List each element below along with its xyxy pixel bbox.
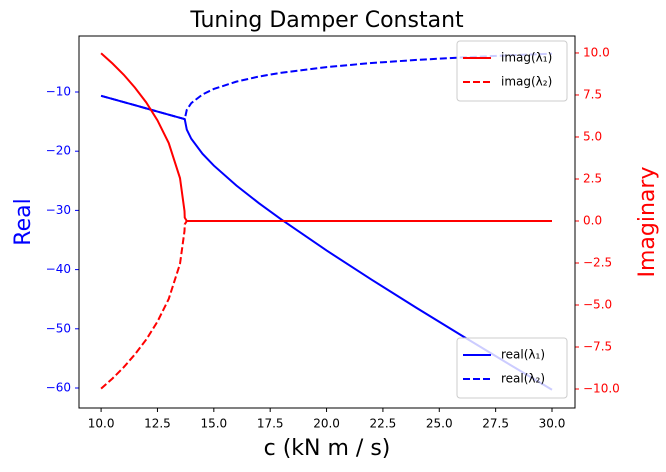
x-tick-label: 17.5 [257,417,284,431]
chart-title: Tuning Damper Constant [189,8,464,33]
y2-tick-label: 0.0 [583,213,602,227]
x-tick-label: 27.5 [482,417,509,431]
legend-box [456,40,568,102]
y-tick-label: −60 [46,380,71,394]
x-tick-label: 10.0 [88,417,115,431]
y2-tick-label: −10.0 [583,382,620,396]
y2-tick-label: 7.5 [583,87,602,101]
y2-tick-label: −5.0 [583,298,612,312]
y-tick-label: −30 [46,203,71,217]
y2-tick-label: 5.0 [583,129,602,143]
y-tick-label: −40 [46,262,71,276]
y-tick-label: −10 [46,85,71,99]
x-tick-label: 12.5 [144,417,171,431]
y2-axis-label: Imaginary [635,167,660,278]
y-tick-label: −50 [46,321,71,335]
x-tick-label: 22.5 [370,417,397,431]
x-tick-label: 25.0 [426,417,453,431]
x-tick-label: 15.0 [200,417,227,431]
y2-tick-label: 10.0 [583,45,610,59]
y2-tick-label: 2.5 [583,171,602,185]
series-line [100,219,553,390]
y-axis-label: Real [11,198,36,245]
x-axis-label: c (kN m / s) [264,436,391,461]
legend-box [456,337,568,399]
x-tick-label: 30.0 [539,417,566,431]
legend-label: imag(λ₁) [501,51,552,65]
y2-tick-label: −2.5 [583,255,612,269]
legend-label: real(λ₂) [501,372,545,386]
legend-label: imag(λ₂) [501,75,552,89]
x-tick-label: 20.0 [313,417,340,431]
y2-tick-label: −7.5 [583,340,612,354]
y-tick-label: −20 [46,144,71,158]
plot-frame [78,35,576,409]
series-line [100,52,553,121]
legend-label: real(λ₁) [501,348,545,362]
